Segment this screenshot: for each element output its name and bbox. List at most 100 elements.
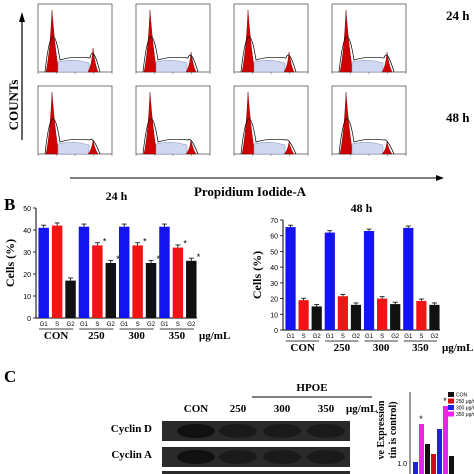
protein-label: Cyclin D — [111, 423, 152, 435]
fit-curve — [142, 118, 199, 155]
significance-star: * — [103, 236, 107, 246]
blot-band — [307, 424, 345, 438]
fit-curve — [142, 36, 199, 73]
bar-s — [337, 296, 348, 330]
bar-g2 — [186, 260, 197, 318]
s-phase-region — [351, 142, 384, 155]
unit-label: μg/mL — [442, 342, 473, 354]
expression-bar — [437, 429, 442, 474]
y-tick-label: 10 — [23, 294, 31, 301]
g2-peak — [381, 51, 393, 73]
g1-peak — [241, 91, 256, 155]
y-tick-label: 70 — [270, 218, 278, 225]
phase-label: S — [176, 322, 180, 328]
bar-g1 — [285, 227, 296, 330]
bar-s — [132, 245, 143, 318]
phase-label: G1 — [80, 322, 89, 328]
legend-swatch — [448, 411, 454, 417]
expression-bar — [431, 454, 436, 474]
expression-y-tick: 1.0 — [397, 461, 407, 468]
phase-label: S — [55, 322, 59, 328]
bar-g1 — [324, 232, 335, 330]
g2-peak — [87, 47, 99, 73]
s-phase-region — [155, 60, 188, 73]
y-tick-label: 50 — [23, 206, 31, 213]
phase-label: G1 — [40, 322, 49, 328]
bar-s — [172, 247, 184, 318]
panel-a-y-arrowhead — [19, 12, 25, 22]
significance-star: * — [183, 239, 187, 249]
phase-label: S — [136, 322, 140, 328]
blot-strip — [162, 471, 350, 474]
lane-label: CON — [184, 403, 209, 415]
row-label-24h: 24 h — [446, 8, 470, 23]
group-label: 250 — [334, 342, 351, 354]
phase-label: G2 — [187, 322, 196, 328]
g2-peak — [381, 141, 393, 155]
bar-g2 — [65, 280, 76, 318]
g1-peak — [45, 91, 60, 155]
bar-g2 — [311, 306, 322, 330]
phase-label: G2 — [352, 334, 361, 340]
blot-band — [307, 450, 345, 464]
bar-g1 — [38, 227, 49, 318]
s-phase-region — [253, 60, 286, 73]
s-phase-region — [351, 60, 384, 73]
expression-bar — [425, 444, 430, 474]
unit-label: μg/mL — [199, 330, 230, 342]
significance-star: * — [143, 236, 147, 246]
group-label: CON — [290, 342, 315, 354]
bar-g1 — [78, 226, 90, 318]
blot-band — [177, 424, 215, 438]
lane-unit: μg/mL — [346, 403, 377, 415]
lane-label: 350 — [318, 403, 335, 415]
fit-curve — [44, 118, 101, 155]
histogram-plot — [233, 3, 309, 74]
legend-label: CON — [456, 393, 468, 399]
histogram-plot — [331, 3, 407, 74]
s-phase-region — [57, 60, 90, 73]
bar-g1 — [403, 227, 414, 330]
significance-star: * — [197, 252, 201, 262]
blot-band — [263, 450, 301, 464]
g2-peak — [283, 141, 295, 155]
phase-label: S — [380, 334, 384, 340]
fit-curve — [338, 118, 395, 155]
significance-star: * — [157, 254, 161, 264]
legend-label: 350 μg/mL — [456, 412, 474, 418]
bar-s — [92, 245, 103, 318]
expression-star: * — [419, 414, 423, 424]
expression-bar — [443, 406, 448, 474]
y-axis-label: Cells (%) — [3, 239, 17, 287]
y-tick-label: 40 — [270, 265, 278, 272]
bar-g1 — [118, 226, 130, 318]
phase-label: G1 — [404, 334, 413, 340]
phase-label: G2 — [313, 334, 322, 340]
histogram-plot — [331, 85, 407, 156]
lane-label: 300 — [274, 403, 291, 415]
fit-curve — [44, 36, 101, 73]
phase-label: S — [302, 334, 306, 340]
lane-label: 250 — [230, 403, 247, 415]
g1-peak — [45, 9, 60, 73]
fit-curve — [240, 36, 297, 73]
panel-a-x-arrowhead — [436, 175, 444, 181]
blot-band — [219, 450, 257, 464]
blot-band — [219, 424, 257, 438]
bar-s — [377, 298, 388, 330]
s-phase-region — [57, 142, 90, 155]
g2-peak — [185, 51, 197, 73]
phase-label: G1 — [365, 334, 374, 340]
group-label: 350 — [169, 330, 186, 342]
hpoe-header: HPOE — [296, 382, 327, 394]
histogram-plot — [135, 3, 211, 74]
histogram-plot — [37, 3, 113, 74]
group-label: 300 — [373, 342, 390, 354]
legend-label: 300 μg/mL — [456, 406, 474, 412]
legend-swatch — [448, 398, 454, 404]
panel-label-c: C — [4, 367, 16, 386]
expression-bar — [419, 424, 424, 474]
phase-label: G1 — [326, 334, 335, 340]
